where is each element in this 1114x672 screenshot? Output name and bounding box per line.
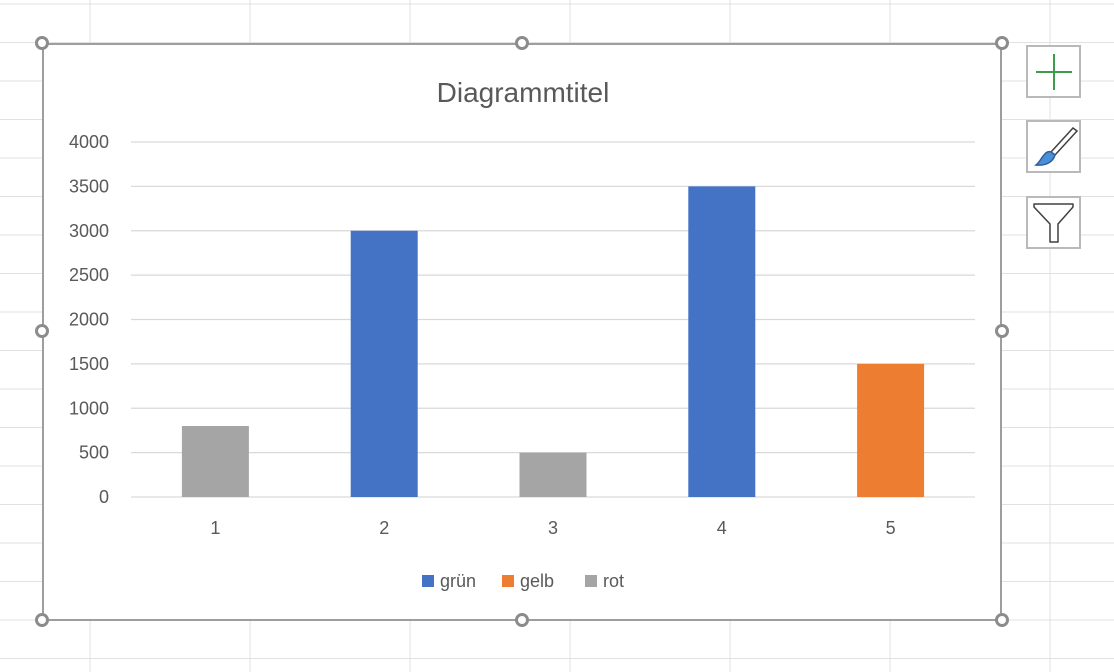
legend-swatch (585, 575, 597, 587)
y-tick-label: 3000 (69, 221, 109, 241)
y-tick-label: 1000 (69, 398, 109, 418)
x-tick-label: 3 (548, 518, 558, 538)
legend-swatch (502, 575, 514, 587)
chart-styles-button[interactable] (1026, 120, 1081, 173)
chart-legend[interactable]: grün gelb rot (422, 571, 624, 591)
plus-icon (1036, 54, 1072, 90)
y-tick-label: 2500 (69, 265, 109, 285)
chart-plot: Diagrammtitel 05001000150020002500300035… (69, 77, 975, 591)
legend-label: gelb (520, 571, 554, 591)
resize-handle-top-center[interactable] (515, 36, 529, 50)
y-tick-label: 1500 (69, 354, 109, 374)
legend-swatch (422, 575, 434, 587)
legend-label: rot (603, 571, 624, 591)
chart-filters-button[interactable] (1026, 196, 1081, 249)
y-tick-label: 2000 (69, 310, 109, 330)
x-tick-label: 5 (886, 518, 896, 538)
resize-handle-top-left[interactable] (35, 36, 49, 50)
y-tick-label: 3500 (69, 176, 109, 196)
chart-area[interactable]: Diagrammtitel 0 500 1000 1500 2000 2500 3000 35… (42, 43, 1002, 621)
funnel-icon (1033, 203, 1074, 243)
resize-handle-bottom-right[interactable] (995, 613, 1009, 627)
x-tick-label: 1 (210, 518, 220, 538)
y-tick-label: 500 (79, 443, 109, 463)
x-tick-label: 2 (379, 518, 389, 538)
legend-label: grün (440, 571, 476, 591)
chart-title[interactable]: Diagrammtitel (437, 77, 610, 108)
resize-handle-middle-right[interactable] (995, 324, 1009, 338)
bar-4[interactable] (688, 186, 756, 497)
x-tick-label: 4 (717, 518, 727, 538)
resize-handle-top-right[interactable] (995, 36, 1009, 50)
paintbrush-icon (1034, 126, 1079, 166)
y-tick-label: 4000 (69, 132, 109, 152)
bar-1[interactable] (181, 426, 249, 497)
bar-3[interactable] (519, 452, 587, 497)
resize-handle-bottom-left[interactable] (35, 613, 49, 627)
resize-handle-bottom-center[interactable] (515, 613, 529, 627)
y-tick-label: 0 (99, 487, 109, 507)
resize-handle-middle-left[interactable] (35, 324, 49, 338)
chart-elements-button[interactable] (1026, 45, 1081, 98)
bar-2[interactable] (350, 230, 418, 497)
bar-5[interactable] (857, 363, 925, 497)
